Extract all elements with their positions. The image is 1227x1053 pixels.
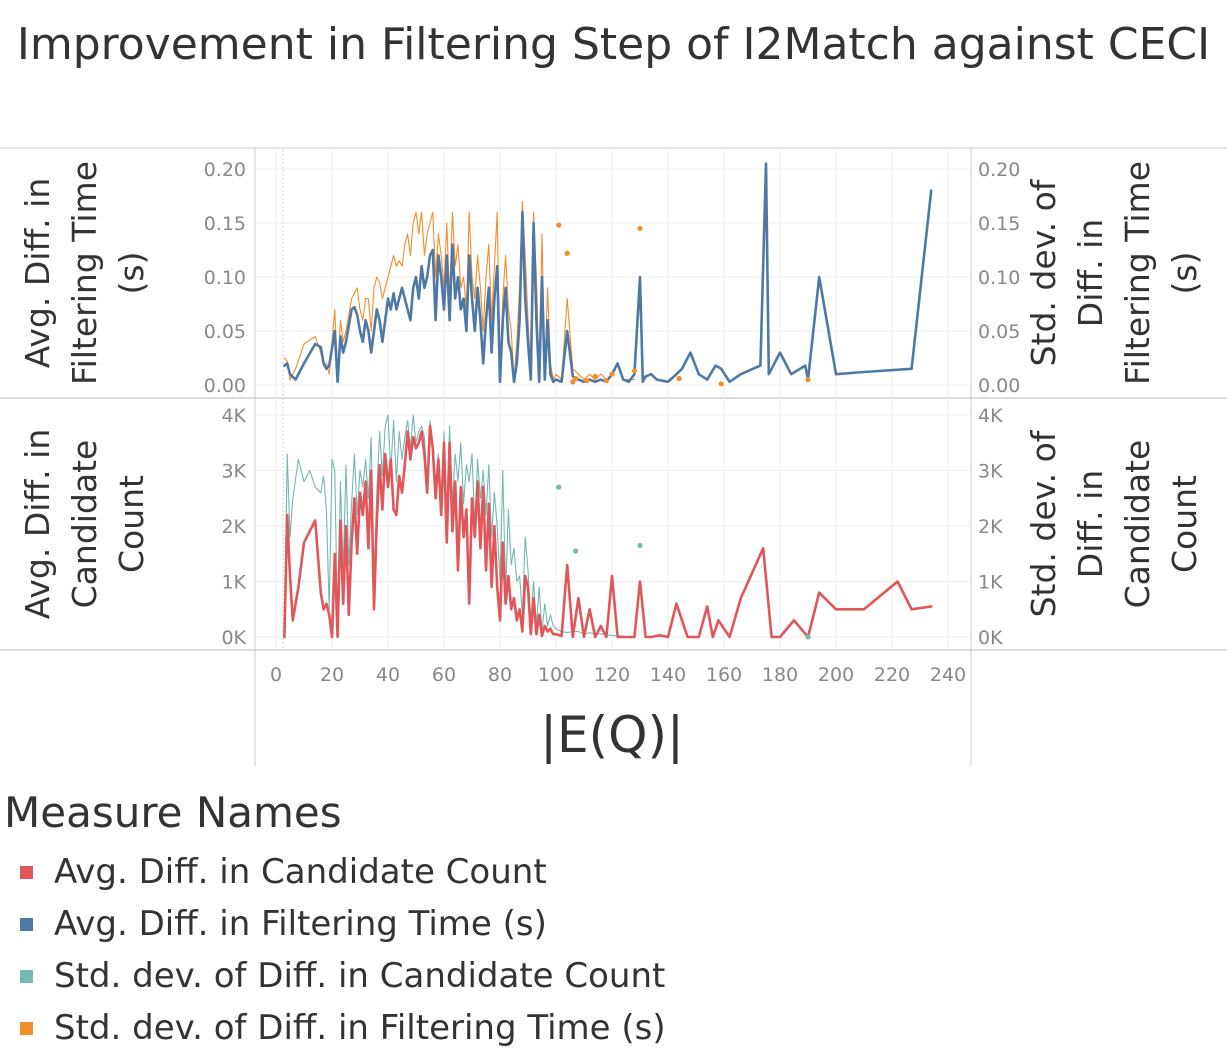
x-tick-label: 120 bbox=[594, 664, 630, 686]
legend-label: Std. dev. of Diff. in Filtering Time (s) bbox=[54, 1008, 666, 1048]
legend-swatch bbox=[20, 969, 33, 983]
data-point bbox=[609, 371, 615, 377]
legend-label: Avg. Diff. in Candidate Count bbox=[54, 852, 547, 892]
y-tick-label-right: 0.10 bbox=[978, 267, 1020, 289]
filtering-time-panel: 0.00 0.00 0.05 0.05 0.10 0.10 0.15 0.15 0.20 0.20… bbox=[18, 159, 1204, 397]
y-axis-label-right: Filtering Time bbox=[1118, 161, 1157, 385]
y-tick-label-left: 3K bbox=[221, 461, 246, 483]
data-point bbox=[631, 368, 638, 374]
y-axis-label-left: Avg. Diff. in bbox=[18, 178, 57, 368]
y-axis-label-left: Avg. Diff. in bbox=[18, 429, 57, 619]
chart-canvas: 0.00 0.00 0.05 0.05 0.10 0.10 0.15 0.15 0.20 0.20… bbox=[0, 147, 1227, 766]
y-tick-label-left: 4K bbox=[221, 405, 246, 427]
y-axis-label-right: Candidate bbox=[1118, 440, 1157, 609]
y-tick-label-left: 0.10 bbox=[204, 267, 246, 289]
data-point bbox=[564, 250, 570, 256]
data-point bbox=[556, 484, 562, 490]
y-axis-label-left: Count bbox=[112, 475, 151, 573]
chart-frame bbox=[0, 147, 1227, 766]
legend-label: Avg. Diff. in Filtering Time (s) bbox=[54, 904, 547, 944]
data-point bbox=[637, 225, 643, 231]
data-point bbox=[676, 375, 682, 382]
data-point bbox=[584, 378, 590, 384]
x-tick-label: 80 bbox=[488, 664, 512, 686]
y-tick-label-right: 0.05 bbox=[978, 321, 1020, 343]
data-point bbox=[556, 222, 562, 228]
y-tick-label-right: 0.20 bbox=[978, 159, 1020, 181]
y-axis-label-left: (s) bbox=[112, 252, 151, 295]
x-tick-label: 40 bbox=[376, 664, 400, 686]
data-point bbox=[637, 542, 643, 549]
series-line bbox=[283, 424, 933, 639]
series-line bbox=[283, 162, 933, 384]
y-tick-label-right: 2K bbox=[978, 516, 1003, 538]
y-tick-label-right: 0.00 bbox=[978, 375, 1020, 397]
x-tick-label: 200 bbox=[818, 664, 854, 686]
x-axis: 0 20 40 60 80 100 120 140 160 180 200 220 240 bbox=[270, 664, 966, 686]
y-axis-label-left: Filtering Time bbox=[65, 161, 104, 385]
data-point bbox=[805, 634, 811, 640]
y-tick-label-left: 2K bbox=[221, 516, 246, 538]
y-axis-label-right: (s) bbox=[1165, 252, 1204, 295]
legend-swatch bbox=[20, 865, 33, 879]
y-tick-label-left: 0.05 bbox=[204, 321, 246, 343]
y-tick-label-right: 0K bbox=[978, 627, 1003, 649]
x-tick-label: 160 bbox=[706, 664, 742, 686]
x-tick-label: 60 bbox=[432, 664, 456, 686]
legend-swatch bbox=[20, 917, 33, 931]
chart-grid bbox=[255, 150, 971, 648]
y-axis-label-right: Count bbox=[1165, 475, 1204, 573]
y-axis-label-right: Std. dev. of bbox=[1024, 178, 1063, 366]
data-point bbox=[592, 373, 598, 379]
x-tick-label: 0 bbox=[270, 664, 282, 686]
chart-title: Improvement in Filtering Step of I2Match… bbox=[16, 19, 1211, 70]
y-tick-label-left: 0.00 bbox=[204, 375, 246, 397]
y-axis-label-left: Candidate bbox=[65, 440, 104, 609]
y-tick-label-right: 3K bbox=[978, 461, 1003, 483]
x-tick-label: 180 bbox=[762, 664, 798, 686]
legend-item[interactable]: Avg. Diff. in Filtering Time (s) bbox=[20, 902, 547, 946]
y-tick-label-right: 4K bbox=[978, 405, 1003, 427]
y-axis-label-right: Std. dev. of bbox=[1024, 429, 1063, 617]
y-tick-label-left: 1K bbox=[221, 572, 246, 594]
y-tick-label-right: 1K bbox=[978, 572, 1003, 594]
data-point bbox=[805, 377, 811, 383]
x-tick-label: 20 bbox=[320, 664, 344, 686]
data-point bbox=[573, 548, 579, 554]
y-axis-label-right: Diff. in bbox=[1071, 219, 1110, 327]
legend-item[interactable]: Std. dev. of Diff. in Filtering Time (s) bbox=[20, 1006, 666, 1050]
y-tick-label-left: 0.15 bbox=[204, 213, 246, 235]
x-axis-label: |E(Q)| bbox=[540, 706, 684, 764]
y-axis-label-right: Diff. in bbox=[1071, 470, 1110, 578]
x-tick-label: 240 bbox=[930, 664, 966, 686]
legend-item[interactable]: Avg. Diff. in Candidate Count bbox=[20, 850, 547, 894]
legend-swatch bbox=[20, 1021, 33, 1035]
legend-title: Measure Names bbox=[4, 788, 342, 837]
y-tick-label-left: 0K bbox=[221, 627, 246, 649]
data-point bbox=[573, 375, 579, 382]
y-tick-label-right: 0.15 bbox=[978, 213, 1020, 235]
x-tick-label: 220 bbox=[874, 664, 910, 686]
data-point bbox=[603, 378, 610, 384]
data-point bbox=[718, 381, 724, 387]
x-tick-label: 140 bbox=[650, 664, 686, 686]
legend-label: Std. dev. of Diff. in Candidate Count bbox=[54, 956, 666, 996]
y-tick-label-left: 0.20 bbox=[204, 159, 246, 181]
series-line bbox=[283, 414, 624, 638]
legend-item[interactable]: Std. dev. of Diff. in Candidate Count bbox=[20, 954, 665, 998]
x-tick-label: 100 bbox=[538, 664, 574, 686]
